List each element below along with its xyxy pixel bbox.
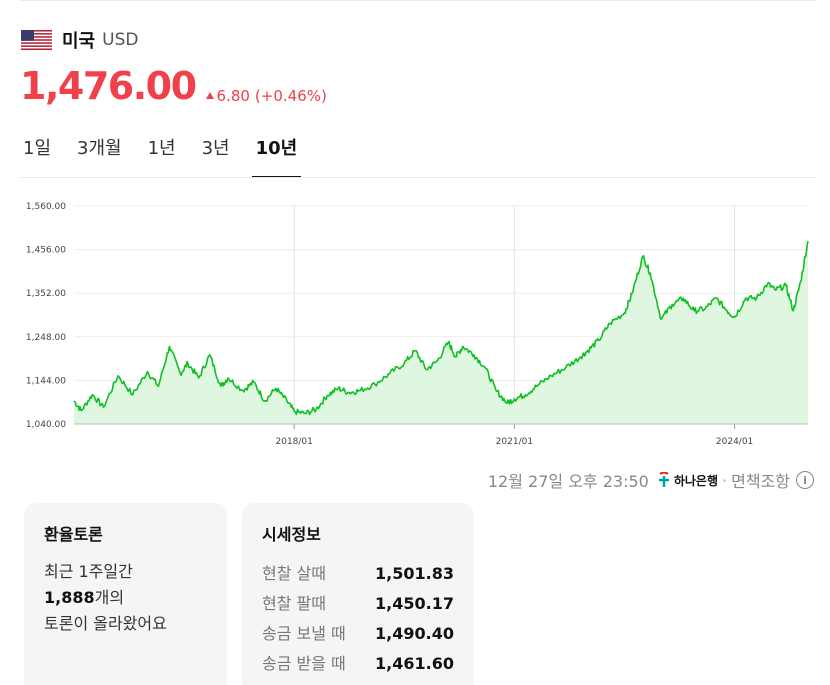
y-tick-label: 1,248.00 bbox=[26, 333, 66, 343]
exchange-rate-chart[interactable]: 1,040.00 1,144.00 1,248.00 1,352.00 1,456.00… bbox=[0, 190, 830, 460]
up-triangle-icon bbox=[205, 92, 214, 99]
change-amount: 6.80 bbox=[216, 86, 250, 105]
country-name: 미국 bbox=[62, 31, 96, 52]
info-icon[interactable]: i bbox=[796, 471, 814, 489]
us-flag-icon bbox=[21, 30, 52, 50]
tab-3y[interactable]: 3년 bbox=[201, 138, 230, 159]
market-info-title: 시세정보 bbox=[262, 525, 321, 544]
top-divider bbox=[20, 0, 816, 1]
quote-label: 송금 받을 때 bbox=[262, 654, 346, 673]
quote-label: 현찰 팔때 bbox=[262, 594, 326, 613]
quote-label: 현찰 살때 bbox=[262, 564, 326, 583]
quote-label: 송금 보낼 때 bbox=[262, 624, 346, 643]
price-row: 1,476.00 6.80 (+0.46%) bbox=[20, 64, 327, 108]
hana-bank-logo-icon bbox=[658, 472, 669, 487]
quote-row-wire-receive: 송금 받을 때 1,461.60 bbox=[262, 649, 454, 679]
market-info-card: 시세정보 현찰 살때 1,501.83 현찰 팔때 1,450.17 송금 보낼… bbox=[242, 503, 474, 685]
series-area bbox=[74, 241, 808, 424]
currency-header: 미국 USD bbox=[21, 28, 138, 52]
x-tick-label: 2024/01 bbox=[716, 437, 753, 447]
tab-10y[interactable]: 10년 bbox=[251, 134, 301, 178]
y-tick-label: 1,456.00 bbox=[26, 246, 66, 256]
tabs-divider bbox=[20, 177, 816, 178]
separator: · bbox=[722, 470, 728, 490]
y-tick-label: 1,144.00 bbox=[26, 376, 66, 386]
quote-row-cash-buy: 현찰 살때 1,501.83 bbox=[262, 559, 454, 589]
forum-period: 최근 1주일간 bbox=[44, 562, 133, 581]
series-line bbox=[73, 241, 809, 416]
tab-3m[interactable]: 3개월 bbox=[77, 138, 122, 159]
quote-timestamp: 12월 27일 오후 23:50 bbox=[487, 472, 649, 491]
forum-summary: 최근 1주일간 1,888개의 토론이 올라왔어요 bbox=[44, 559, 207, 637]
period-tabs: 1일 3개월 1년 3년 10년 bbox=[23, 134, 323, 178]
bank-attribution: 하나은행 bbox=[657, 472, 718, 489]
rate-change: 6.80 (+0.46%) bbox=[205, 86, 327, 105]
forum-card[interactable]: 환율토론 최근 1주일간 1,888개의 토론이 올라왔어요 bbox=[24, 503, 227, 685]
quote-value: 1,490.40 bbox=[375, 624, 454, 643]
forum-title: 환율토론 bbox=[44, 525, 103, 544]
currency-code: USD bbox=[102, 30, 139, 50]
forum-count-line: 1,888개의 bbox=[44, 585, 207, 611]
quote-value: 1,501.83 bbox=[375, 564, 454, 583]
quote-row-wire-send: 송금 보낼 때 1,490.40 bbox=[262, 619, 454, 649]
x-tick-label: 2021/01 bbox=[496, 437, 533, 447]
x-tick-label: 2018/01 bbox=[276, 437, 313, 447]
data-source: 12월 27일 오후 23:50 하나은행 · 면책조항 i bbox=[488, 468, 814, 492]
exchange-rate: 1,476.00 bbox=[20, 64, 197, 108]
forum-count-unit: 개의 bbox=[94, 588, 125, 607]
quote-value: 1,450.17 bbox=[375, 594, 454, 613]
y-tick-label: 1,352.00 bbox=[26, 289, 66, 299]
disclaimer-link[interactable]: 면책조항 bbox=[731, 472, 790, 491]
forum-message: 토론이 올라왔어요 bbox=[44, 614, 167, 633]
y-tick-label: 1,560.00 bbox=[26, 202, 66, 212]
quote-value: 1,461.60 bbox=[375, 654, 454, 673]
bank-name: 하나은행 bbox=[673, 473, 719, 488]
tab-1y[interactable]: 1년 bbox=[147, 138, 176, 159]
change-percent: (+0.46%) bbox=[254, 86, 327, 105]
y-tick-label: 1,040.00 bbox=[26, 420, 66, 430]
tab-1d[interactable]: 1일 bbox=[23, 138, 52, 159]
forum-count: 1,888 bbox=[44, 588, 95, 607]
quote-row-cash-sell: 현찰 팔때 1,450.17 bbox=[262, 589, 454, 619]
